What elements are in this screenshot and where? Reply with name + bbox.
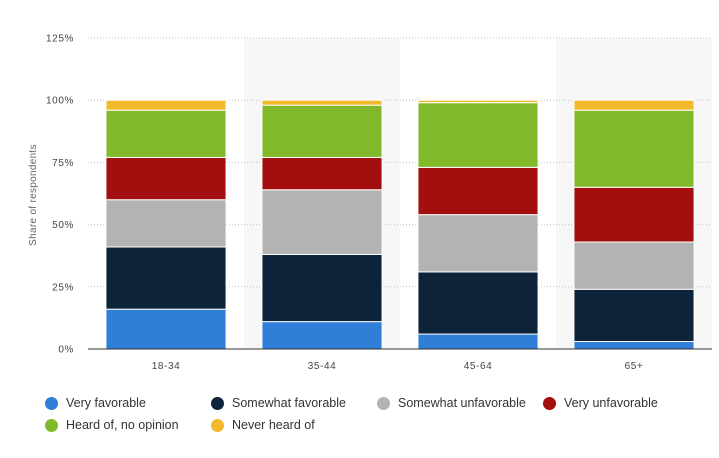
bar-segment [261, 189, 383, 255]
legend-swatch [45, 418, 58, 432]
legend-item[interactable]: Very favorable [45, 396, 183, 410]
legend-label: Heard of, no opinion [66, 418, 179, 432]
x-tick-label: 18-34 [152, 361, 181, 372]
legend-item[interactable]: Very unfavorable [543, 396, 658, 410]
bar-segment [417, 271, 539, 335]
legend-swatch [211, 396, 224, 410]
bar-segment [105, 199, 227, 248]
x-tick-label: 45-64 [464, 361, 493, 372]
x-tick-labels: 18-34 35-44 45-64 65+ [152, 361, 644, 372]
x-tick-label: 65+ [625, 361, 644, 372]
y-tick-label: 25% [52, 282, 74, 293]
bar-segment [105, 109, 227, 158]
legend-swatch [211, 418, 224, 432]
legend-item[interactable]: Somewhat unfavorable [377, 396, 527, 410]
bar-segment [105, 156, 227, 201]
bar-segment [261, 156, 383, 191]
bar-segment [573, 288, 695, 343]
x-tick-label: 35-44 [308, 361, 337, 372]
bar-segment [417, 99, 539, 104]
legend-label: Somewhat favorable [232, 396, 346, 410]
legend-swatch [377, 396, 390, 410]
bar-segment [261, 99, 383, 106]
legend-swatch [45, 396, 58, 410]
y-tick-labels: 0% 25% 50% 75% 100% 125% [46, 34, 74, 356]
legend-swatch [543, 396, 556, 410]
legend-label: Very unfavorable [564, 396, 658, 410]
legend: Very favorable Somewhat favorable Somewhat… [45, 396, 705, 432]
legend-item[interactable]: Heard of, no opinion [45, 418, 183, 432]
y-tick-label: 125% [46, 34, 74, 45]
y-tick-label: 75% [52, 158, 74, 169]
y-axis-label: Share of respondents [28, 144, 39, 246]
bar-segment [261, 321, 383, 350]
bar-segment [105, 246, 227, 310]
bar-segment [573, 341, 695, 350]
y-tick-label: 100% [46, 96, 74, 107]
bar-segment [417, 166, 539, 216]
legend-label: Very favorable [66, 396, 146, 410]
bar-segment [417, 102, 539, 168]
legend-item[interactable]: Somewhat favorable [211, 396, 351, 410]
bar-segment [573, 186, 695, 243]
stacked-bar-chart: 0% 25% 50% 75% 100% 125% 18-34 35-44 45-64 65+ S… [28, 34, 712, 372]
legend-label: Somewhat unfavorable [398, 396, 526, 410]
y-tick-label: 50% [52, 220, 74, 231]
legend-item[interactable]: Never heard of [211, 418, 315, 432]
bar-segment [417, 333, 539, 350]
legend-label: Never heard of [232, 418, 315, 432]
bar-segment [573, 241, 695, 290]
bar-segment [417, 214, 539, 273]
bar-segment [105, 308, 227, 350]
bar-segment [573, 109, 695, 188]
y-tick-label: 0% [58, 345, 74, 356]
bar-segment [573, 99, 695, 111]
bar-segment [261, 104, 383, 158]
bar-segment [261, 253, 383, 323]
bars [105, 99, 695, 350]
bar-segment [105, 99, 227, 111]
